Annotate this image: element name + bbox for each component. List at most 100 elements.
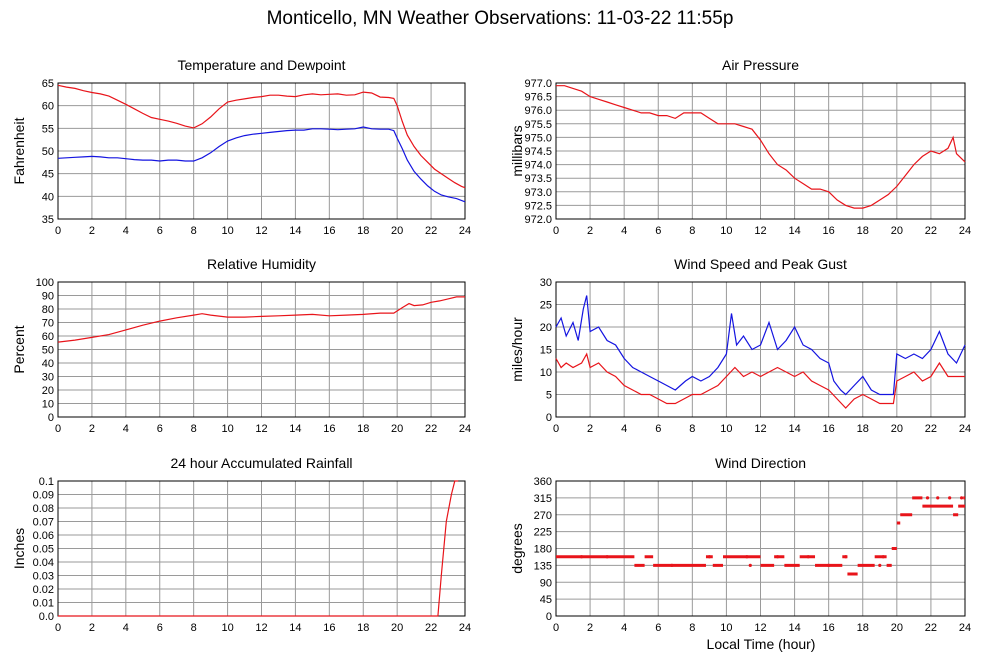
chart-1-ytick-label: 45	[42, 169, 54, 181]
chart-2-xtick-label: 14	[788, 225, 800, 237]
chart-2-ytick-label: 975.5	[524, 119, 552, 131]
chart-6-direction-point	[775, 555, 780, 559]
chart-3-ytick-label: 90	[42, 291, 54, 303]
chart-3-xtick-label: 2	[89, 423, 95, 435]
chart-5-xtick-label: 20	[391, 622, 403, 634]
chart-6-direction-point	[948, 496, 952, 500]
chart-4-ylabel: miles/hour	[509, 317, 525, 382]
chart-2-xtick-label: 18	[857, 225, 869, 237]
chart-3-xtick-label: 6	[157, 423, 163, 435]
chart-1-frame	[57, 82, 466, 220]
chart-5-ytick-label: 0.09	[33, 490, 54, 502]
chart-2-xtick-label: 6	[655, 225, 661, 237]
chart-6-xtick-label: 8	[689, 622, 695, 634]
chart-5-ylabel: Inches	[11, 528, 27, 569]
chart-5-xtick-label: 8	[191, 622, 197, 634]
chart-6-ytick-label: 225	[534, 527, 552, 539]
chart-6-direction-point	[959, 496, 964, 500]
chart-2-ytick-label: 976.5	[524, 92, 552, 104]
chart-3-ytick-label: 50	[42, 345, 54, 357]
chart-4-xtick-label: 16	[823, 423, 835, 435]
chart-4-ytick-label: 0	[546, 412, 552, 424]
chart-1-xtick-label: 10	[221, 225, 233, 237]
chart-4-ytick-label: 30	[540, 277, 552, 289]
chart-5-ytick-label: 0.08	[33, 503, 54, 515]
chart-4-xtick-label: 12	[754, 423, 766, 435]
chart-3-xtick-label: 20	[391, 423, 403, 435]
chart-6-direction-point	[925, 496, 930, 500]
chart-6-xtick-label: 14	[788, 622, 800, 634]
chart-6-direction-point	[579, 555, 584, 559]
chart-4-xtick-label: 14	[788, 423, 800, 435]
chart-4-series-red-line	[555, 352, 965, 409]
chart-3-ytick-label: 100	[36, 277, 54, 289]
chart-4-frame	[555, 281, 966, 418]
chart-6-xtick-label: 12	[754, 622, 766, 634]
chart-5-ytick-label: 0.01	[33, 598, 54, 610]
chart-5-xtick-label: 18	[357, 622, 369, 634]
chart-6-ytick-label: 0	[546, 611, 552, 623]
chart-1-xtick-label: 14	[289, 225, 301, 237]
chart-6-xtick-label: 10	[720, 622, 732, 634]
chart-5-ytick-label: 0.06	[33, 530, 54, 542]
chart-6-xtick-label: 18	[857, 622, 869, 634]
chart-4-xtick-label: 6	[655, 423, 661, 435]
chart-1-xtick-label: 8	[191, 225, 197, 237]
chart-6-ytick-label: 135	[534, 560, 552, 572]
chart-2-xtick-label: 4	[621, 225, 627, 237]
chart-5-ytick-label: 0.05	[33, 544, 54, 556]
chart-4-xtick-label: 24	[959, 423, 971, 435]
chart-3-ytick-label: 10	[42, 399, 54, 411]
chart-3-xtick-label: 18	[357, 423, 369, 435]
chart-2-xtick-label: 10	[720, 225, 732, 237]
chart-1-xtick-label: 22	[425, 225, 437, 237]
chart-1-ytick-label: 60	[42, 101, 54, 113]
chart-5-xtick-label: 4	[123, 622, 129, 634]
chart-4-ytick-label: 15	[540, 345, 552, 357]
chart-2-ytick-label: 973.5	[524, 173, 552, 185]
chart-4-xtick-label: 4	[621, 423, 627, 435]
chart-2-xtick-label: 0	[553, 225, 559, 237]
chart-6-direction-point	[881, 555, 885, 559]
chart-1-ytick-label: 65	[42, 78, 54, 90]
chart-2-series-red-line	[556, 85, 966, 209]
chart-6-xtick-label: 2	[587, 622, 593, 634]
chart-2-ytick-label: 976.0	[524, 105, 552, 117]
chart-6-ytick-label: 180	[534, 544, 552, 556]
chart-4-ytick-label: 5	[546, 390, 552, 402]
chart-6-direction-point	[878, 563, 882, 567]
chart-2-xtick-label: 8	[689, 225, 695, 237]
chart-1-series-red-line	[57, 84, 466, 189]
chart-5-series-red-line	[58, 480, 459, 617]
chart-6-direction-point	[605, 555, 609, 559]
chart-3-series-red-line	[57, 296, 465, 343]
chart-6-direction-point	[936, 496, 940, 500]
chart-5-xtick-label: 6	[157, 622, 163, 634]
chart-6-ytick-label: 315	[534, 493, 552, 505]
chart-6-direction-point	[707, 555, 711, 559]
chart-6-direction-point	[844, 555, 848, 559]
chart-6-ylabel: degrees	[509, 523, 525, 574]
chart-6-ytick-label: 270	[534, 510, 552, 522]
chart-5-title: 24 hour Accumulated Rainfall	[170, 455, 352, 471]
chart-3-xtick-label: 22	[425, 423, 437, 435]
chart-5-xtick-label: 2	[89, 622, 95, 634]
chart-3-xtick-label: 8	[191, 423, 197, 435]
chart-3-ylabel: Percent	[11, 325, 27, 373]
chart-2-ytick-label: 972.0	[524, 214, 552, 226]
chart-6-direction-point	[748, 563, 752, 567]
chart-5-xtick-label: 16	[323, 622, 335, 634]
chart-6-ytick-label: 45	[540, 594, 552, 606]
chart-2-title: Air Pressure	[722, 57, 799, 73]
chart-6-xtick-label: 24	[959, 622, 971, 634]
chart-3-xtick-label: 12	[255, 423, 267, 435]
chart-3-ytick-label: 30	[42, 372, 54, 384]
chart-3-frame	[57, 281, 466, 418]
chart-6-ytick-label: 90	[540, 577, 552, 589]
chart-1-xtick-label: 12	[255, 225, 267, 237]
chart-1-xtick-label: 18	[357, 225, 369, 237]
chart-1-xtick-label: 24	[459, 225, 471, 237]
chart-3-xtick-label: 24	[459, 423, 471, 435]
chart-4-xtick-label: 18	[857, 423, 869, 435]
chart-6-ytick-label: 360	[534, 476, 552, 488]
